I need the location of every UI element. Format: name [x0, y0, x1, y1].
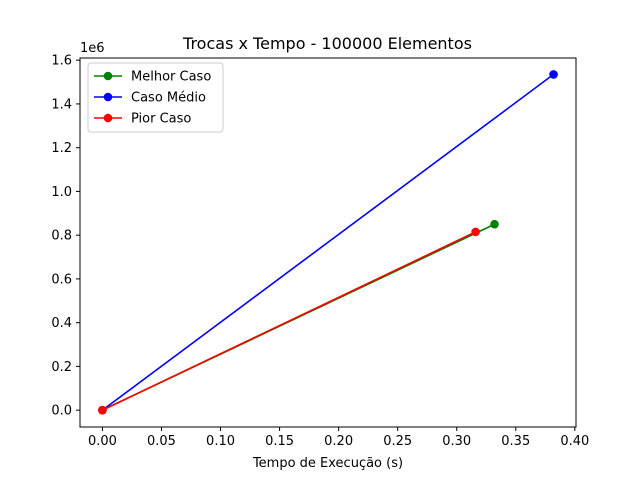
- legend-marker-melhor-caso: [103, 71, 113, 81]
- x-tick-label: 0.10: [206, 434, 235, 449]
- x-tick-label: 0.05: [147, 434, 176, 449]
- data-point-melhor-caso: [490, 219, 499, 229]
- x-axis-title: Tempo de Execução (s): [252, 456, 403, 471]
- x-tick-label: 0.20: [324, 434, 353, 449]
- y-tick-label: 1.2: [51, 141, 72, 156]
- series-line-caso-medio: [101, 73, 555, 411]
- y-tick-label: 1.4: [51, 97, 72, 112]
- legend-marker-pior-caso: [103, 113, 113, 123]
- y-offset-label: 1e6: [80, 41, 105, 56]
- x-tick-label: 0.30: [442, 434, 471, 449]
- x-tick-label: 0.40: [560, 434, 589, 449]
- x-tick-label: 0.00: [88, 434, 117, 449]
- data-point-caso-medio: [549, 70, 558, 79]
- x-tick-label: 0.35: [501, 434, 530, 449]
- y-tick-label: 0.6: [51, 272, 72, 287]
- y-tick-label: 0.0: [51, 404, 72, 419]
- plot-area: [98, 70, 558, 415]
- y-tick-label: 0.8: [51, 229, 72, 244]
- y-tick-label: 0.4: [51, 316, 72, 331]
- legend-box: [87, 62, 224, 133]
- x-tick-label: 0.25: [383, 434, 412, 449]
- legend-label-pior-caso: Pior Caso: [131, 112, 191, 127]
- legend: Melhor Caso Caso Médio Pior Caso: [87, 62, 224, 133]
- legend-label-caso-medio: Caso Médio: [131, 91, 206, 106]
- data-point-pior-caso: [98, 405, 107, 415]
- chart-title: Trocas x Tempo - 100000 Elementos: [182, 34, 472, 53]
- y-tick-label: 1.6: [51, 54, 72, 69]
- axes-frame: [79, 57, 577, 428]
- data-point-pior-caso: [471, 227, 480, 237]
- legend-marker-caso-medio: [103, 92, 113, 102]
- y-axis: 0.0 0.2 0.4 0.6 0.8 1.0 1.2 1.4 1.6: [51, 54, 80, 419]
- legend-label-melhor-caso: Melhor Caso: [131, 70, 211, 85]
- y-tick-label: 0.2: [51, 360, 72, 375]
- series-line-pior-caso: [102, 231, 476, 411]
- y-tick-label: 1.0: [51, 185, 72, 200]
- x-axis: 0.00 0.05 0.10 0.15 0.20 0.25 0.30 0.35 0.40: [88, 427, 589, 449]
- x-tick-label: 0.15: [265, 434, 294, 449]
